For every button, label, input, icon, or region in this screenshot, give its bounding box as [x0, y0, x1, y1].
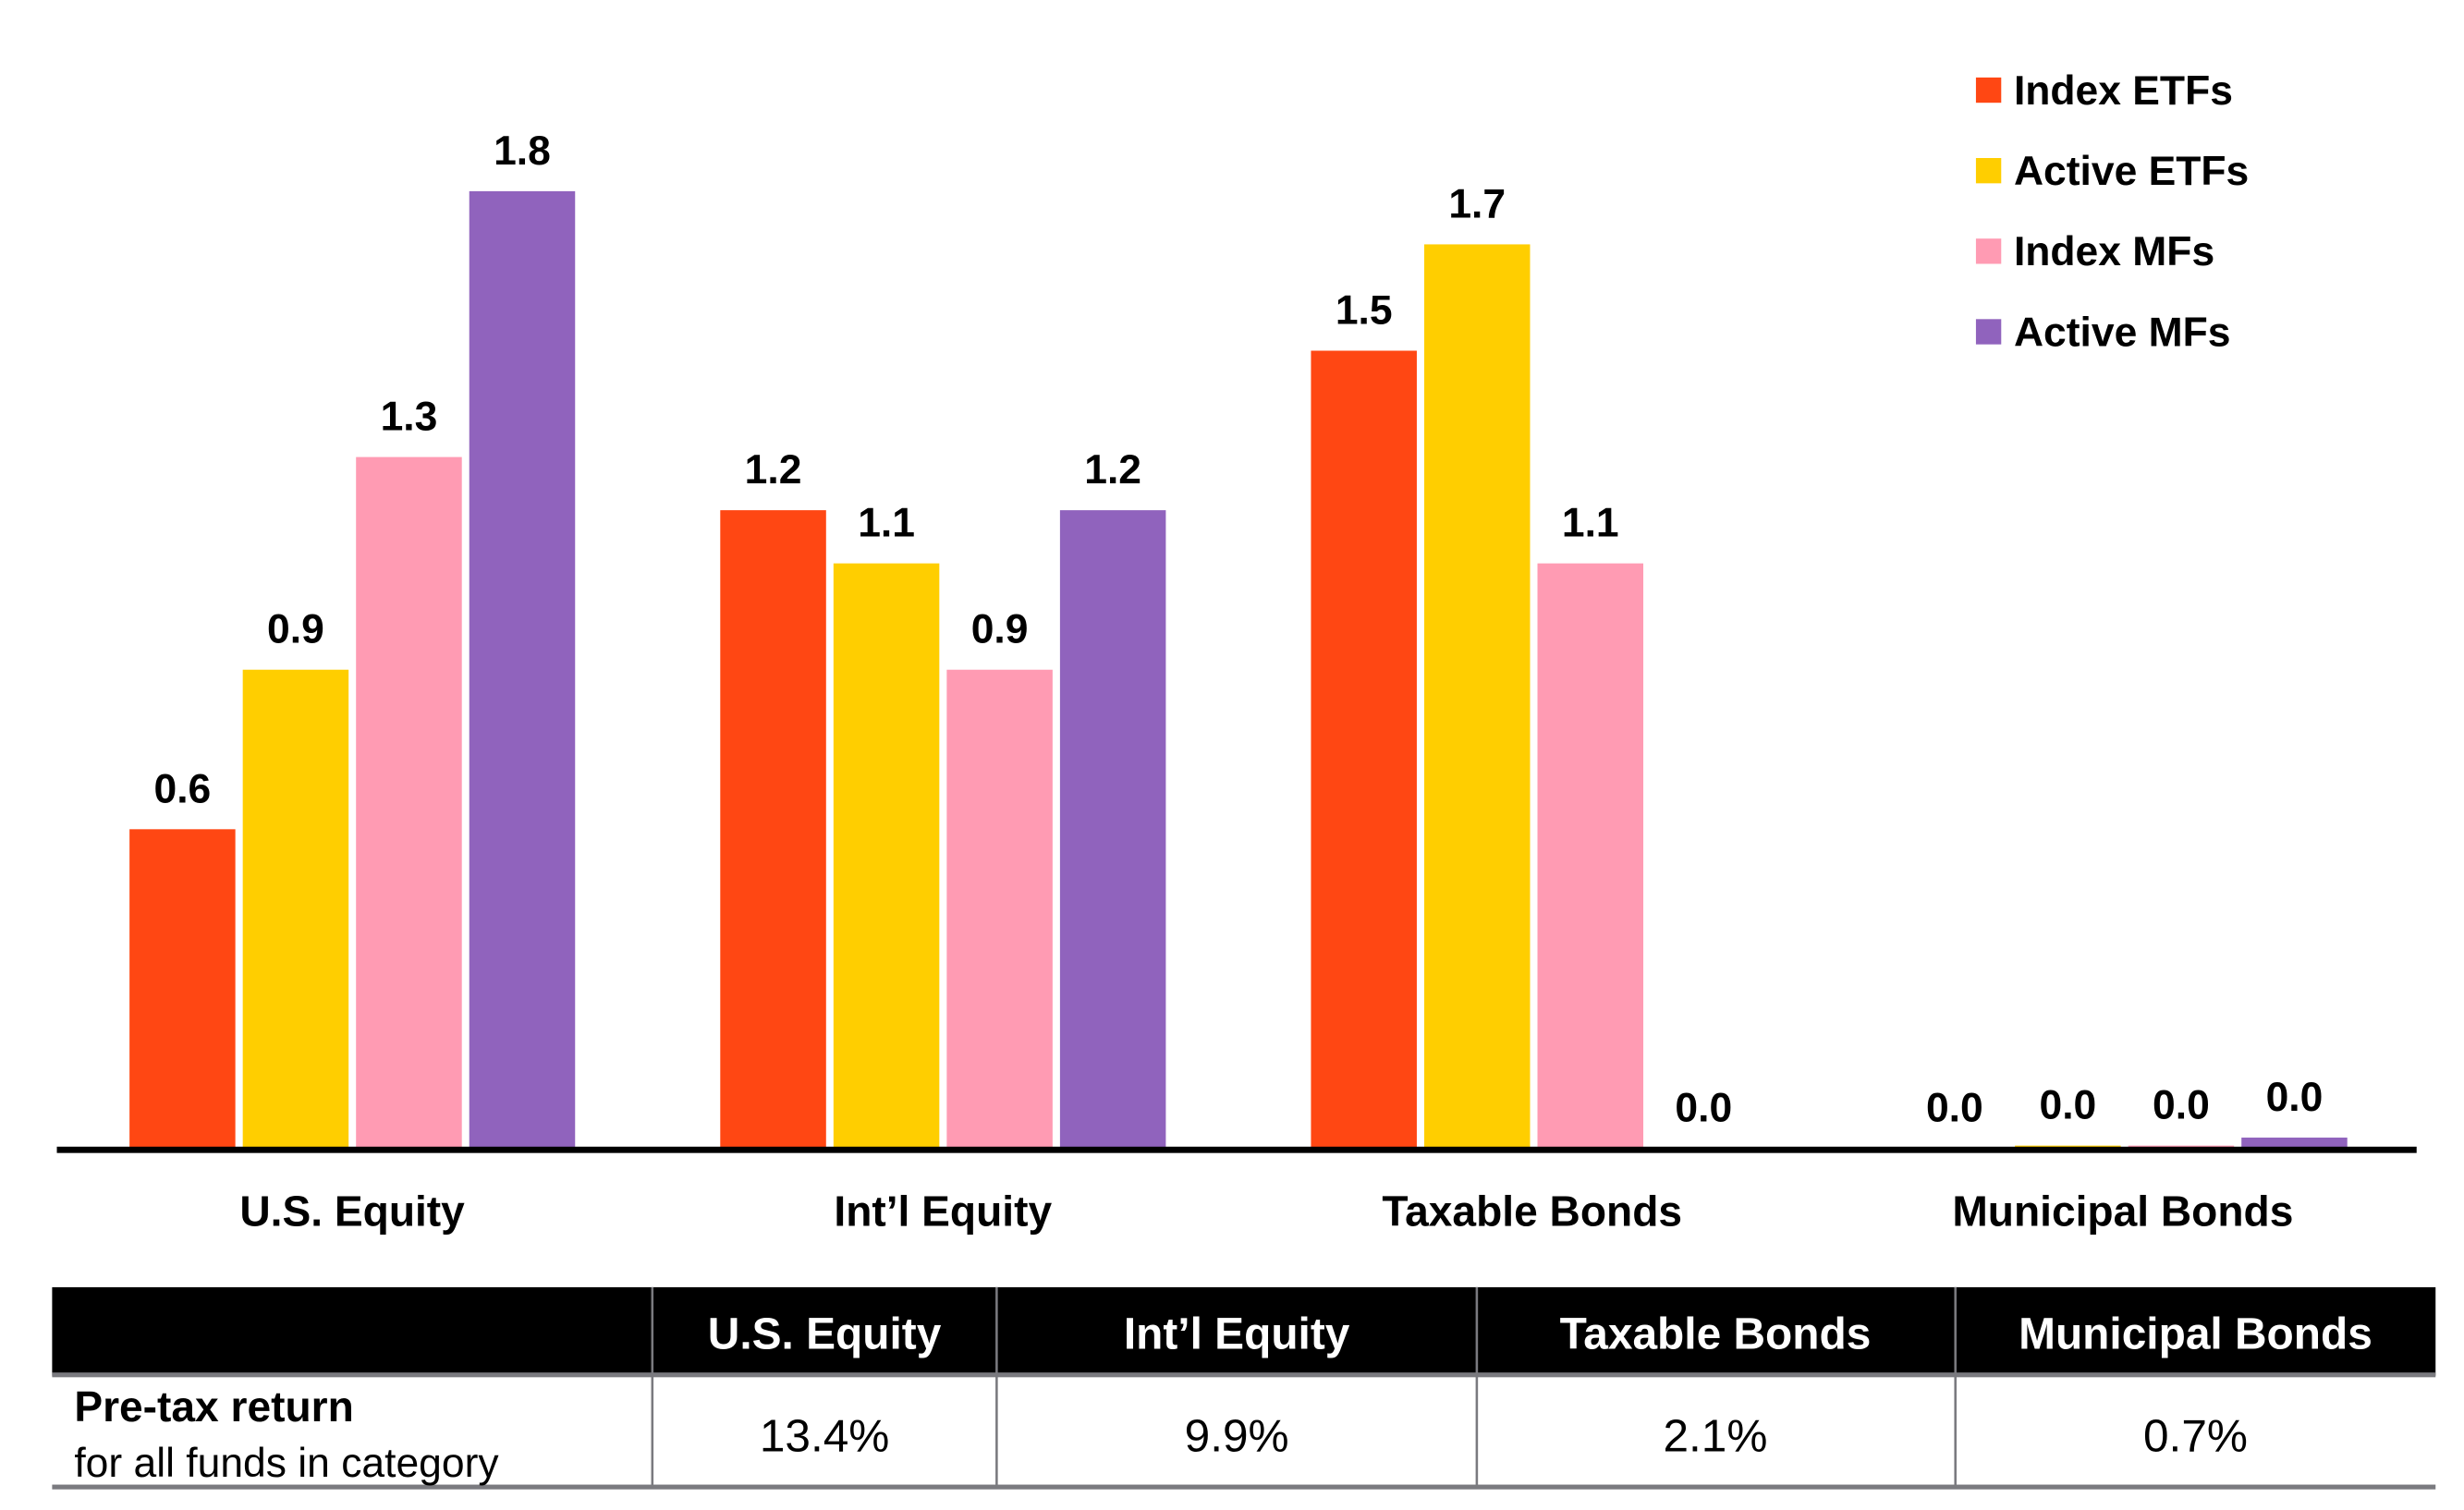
legend-label: Index ETFs	[2014, 68, 2233, 114]
data-label: 1.5	[1336, 287, 1393, 333]
bar	[242, 669, 349, 1149]
bar	[1059, 510, 1166, 1149]
data-label: 0.9	[267, 607, 324, 652]
legend: Index ETFs Active ETFs Index MFs Active …	[1975, 68, 2249, 355]
bar	[720, 510, 826, 1149]
row-title: Pre-tax return	[74, 1382, 353, 1431]
data-label: 1.2	[1084, 447, 1141, 493]
legend-swatch-index-mfs	[1975, 238, 2002, 264]
table-header-bg	[52, 1286, 2436, 1376]
bar	[129, 829, 236, 1149]
data-label: 1.2	[745, 447, 802, 493]
bars-layer	[129, 190, 2348, 1149]
data-label: 1.1	[858, 501, 915, 546]
x-axis-line	[56, 1146, 2417, 1153]
table-header-rule	[52, 1372, 2436, 1378]
category-label: Taxable Bonds	[1382, 1187, 1682, 1235]
legend-label: Active ETFs	[2014, 149, 2249, 194]
bar	[946, 669, 1053, 1149]
table-cell: 0.7%	[2143, 1410, 2248, 1462]
bar	[469, 190, 576, 1149]
table-bottom-rule	[52, 1484, 2436, 1490]
data-label: 1.7	[1448, 181, 1506, 226]
data-label: 0.0	[2153, 1083, 2210, 1128]
data-label: 1.1	[1562, 501, 1619, 546]
data-label: 0.9	[971, 607, 1029, 652]
data-label: 0.6	[154, 766, 212, 811]
table-cell: 9.9%	[1185, 1410, 1289, 1462]
table-cell: 2.1%	[1663, 1410, 1767, 1462]
data-label: 0.0	[1675, 1085, 1732, 1130]
category-label: U.S. Equity	[239, 1187, 465, 1235]
bar	[1423, 244, 1531, 1149]
bar	[1537, 563, 1644, 1149]
row-subtitle: for all funds in category	[74, 1441, 499, 1486]
table-header-cell: Municipal Bonds	[2019, 1310, 2373, 1359]
data-labels-layer: 0.6 1.2 1.5 0.0 0.9 1.1 1.7 0.0 1.3 0.9 1.1 0.0 1.8 1…	[154, 128, 2324, 1131]
data-label: 1.3	[381, 395, 438, 440]
bar	[2241, 1138, 2348, 1149]
table-header-cell: U.S. Equity	[708, 1310, 942, 1359]
legend-swatch-active-mfs	[1975, 319, 2002, 345]
legend-label: Index MFs	[2014, 229, 2214, 274]
bar	[356, 457, 462, 1149]
category-label: Municipal Bonds	[1952, 1187, 2293, 1235]
table-header-cell: Int’l Equity	[1124, 1310, 1350, 1359]
table-header-cell: Taxable Bonds	[1560, 1310, 1872, 1359]
data-label: 1.8	[494, 128, 551, 174]
data-label: 0.0	[1926, 1085, 1983, 1130]
category-label: Int’l Equity	[834, 1187, 1052, 1235]
bar	[1311, 350, 1417, 1149]
data-label: 0.0	[2040, 1083, 2097, 1128]
legend-label: Active MFs	[2014, 310, 2231, 355]
bar	[833, 563, 940, 1149]
legend-swatch-active-etfs	[1975, 158, 2002, 184]
data-label: 0.0	[2266, 1075, 2324, 1120]
legend-swatch-index-etfs	[1975, 77, 2002, 104]
table-cell: 13.4%	[760, 1410, 890, 1462]
category-labels: U.S. Equity Int’l Equity Taxable Bonds M…	[239, 1187, 2293, 1235]
returns-table: U.S. Equity Int’l Equity Taxable Bonds M…	[52, 1286, 2436, 1490]
